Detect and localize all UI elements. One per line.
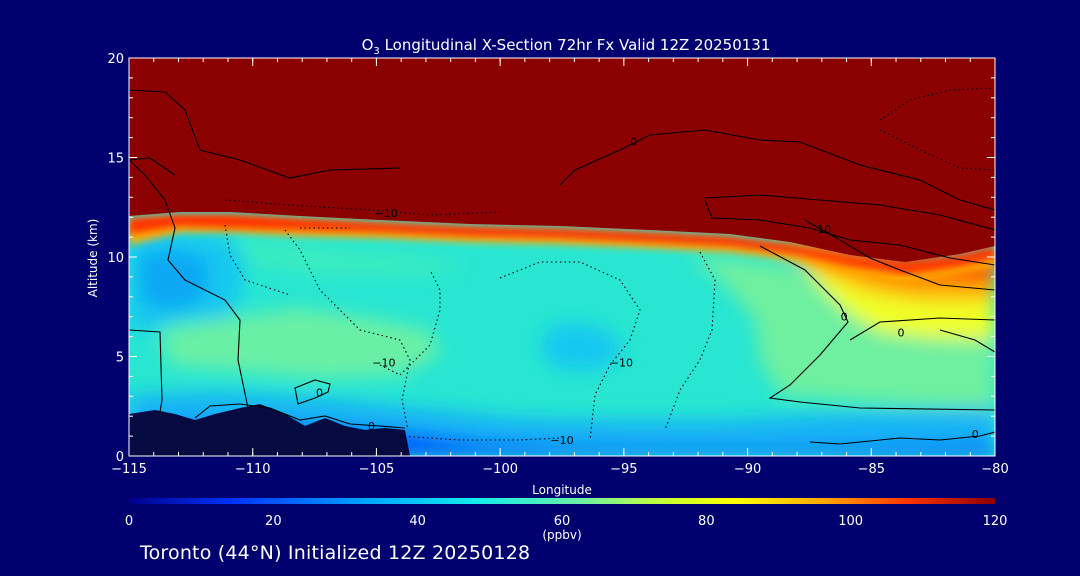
colorbar-tick-label: 60 [554, 514, 571, 529]
y-tick-label: 20 [107, 52, 124, 67]
colorbar-tick-label: 0 [125, 514, 133, 529]
dotted-lower [399, 435, 561, 441]
dotted-mid [379, 269, 441, 376]
contour-label: −10 [550, 434, 573, 447]
contour-label: −10 [375, 207, 398, 220]
red-transition [129, 214, 995, 274]
contour-west-edge [129, 329, 163, 413]
contour-label: 10 [817, 223, 831, 236]
terrain [129, 404, 410, 456]
contour-small-loop [294, 379, 331, 405]
contour-label: −10 [372, 356, 395, 369]
contour-label: 0 [897, 327, 904, 340]
contour-terrain-top [194, 403, 406, 429]
x-tick-label: −100 [482, 462, 518, 477]
contour-label: 0 [368, 420, 375, 433]
contour-label: 0 [316, 386, 323, 399]
dotted-contours [224, 87, 995, 441]
x-tick-label: −80 [981, 462, 1008, 477]
contour-east-lower [849, 317, 995, 341]
dotted-upper-band [224, 199, 501, 216]
contour-surface-east [809, 431, 995, 445]
contour-strat-mid [559, 129, 995, 211]
contour-label: 0 [841, 311, 848, 324]
blob-mid-green [160, 308, 440, 378]
blob-upper-green [240, 240, 470, 275]
colorbar-label: (ppbv) [542, 528, 581, 542]
colorbar-tick-label: 80 [698, 514, 715, 529]
dotted-center [499, 261, 641, 441]
colorbar-tick-label: 40 [409, 514, 426, 529]
colorbar-tick-label: 100 [838, 514, 863, 529]
colorbar [129, 498, 995, 504]
contour-strat-east [704, 194, 995, 231]
contour-label: −10 [610, 356, 633, 369]
contour-west-vertical [129, 159, 249, 409]
orange-transition [129, 218, 995, 282]
dark-red-region [129, 58, 995, 262]
colorbar-tick-label: 120 [983, 514, 1008, 529]
x-axis-label: Longitude [532, 483, 592, 497]
title-species: O [362, 36, 374, 54]
plot-area: −10 0 10 0 0 −10 −10 0 0 −10 0 [129, 58, 995, 456]
x-tick-label: −90 [734, 462, 761, 477]
y-tick-label: 0 [116, 450, 124, 465]
contour-label: 0 [972, 428, 979, 441]
x-tick-label: −115 [111, 462, 147, 477]
blob-west-deepblue [140, 250, 210, 310]
y-axis: 0 5 10 15 20 [107, 52, 995, 465]
y-tick-label: 15 [107, 152, 124, 167]
dotted-strat-upper [879, 87, 995, 121]
x-axis: −115 −110 −105 −100 −95 −90 −85 −80 [111, 58, 1009, 477]
title-subscript: 3 [373, 46, 379, 57]
x-tick-label: −110 [235, 462, 271, 477]
contour-strat-nw [129, 157, 176, 176]
contour-east-1 [804, 219, 995, 291]
colorbar-ticks: 0 20 40 60 80 100 120 [125, 514, 1008, 529]
contour-labels: −10 0 10 0 0 −10 −10 0 0 −10 0 [316, 136, 979, 448]
blob-east-green [690, 255, 995, 410]
y-tick-label: 5 [116, 351, 124, 366]
colorbar-tick-label: 20 [265, 514, 282, 529]
dotted-mid-west [284, 229, 411, 431]
x-tick-label: −95 [610, 462, 637, 477]
contour-label: 0 [630, 136, 637, 149]
contour-strat-west [129, 89, 401, 179]
x-tick-label: −85 [858, 462, 885, 477]
y-axis-label: Altitude (km) [86, 219, 100, 298]
footer-text: Toronto (44°N) Initialized 12Z 20250128 [140, 542, 531, 564]
blob-central-blue [540, 322, 625, 370]
x-tick-label: −105 [359, 462, 395, 477]
contour-tropo-east [759, 245, 995, 411]
chart-title: O3 Longitudinal X-Section 72hr Fx Valid … [362, 36, 771, 57]
stratosphere-band [129, 58, 995, 282]
solid-contours [129, 89, 995, 445]
contour-east-right [939, 329, 995, 353]
y-tick-label: 10 [107, 251, 124, 266]
title-rest: Longitudinal X-Section 72hr Fx Valid 12Z… [380, 36, 771, 54]
